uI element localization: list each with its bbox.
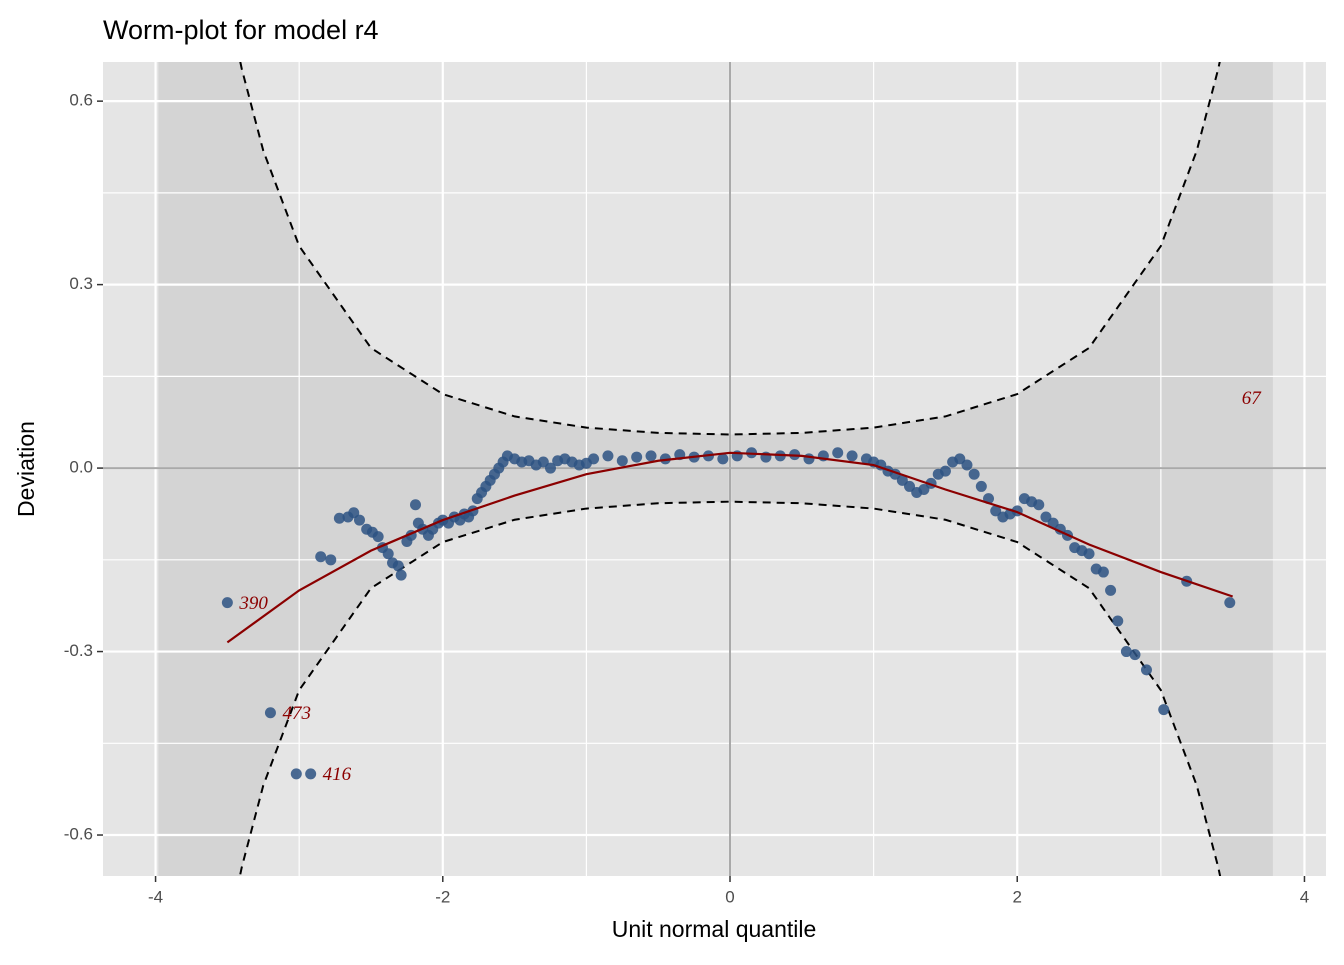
point-label: 390: [238, 593, 268, 614]
data-point: [631, 451, 643, 463]
data-point: [372, 531, 384, 543]
data-point: [305, 768, 317, 780]
data-point: [645, 450, 657, 462]
data-point: [588, 453, 600, 465]
data-point: [616, 455, 628, 467]
data-point: [846, 450, 858, 462]
x-axis-label: Unit normal quantile: [612, 916, 817, 942]
data-point: [1129, 649, 1141, 661]
x-tick-label: 2: [1012, 887, 1021, 906]
x-tick-label: -2: [435, 887, 450, 906]
y-tick-label: -0.6: [64, 825, 93, 844]
data-point: [1158, 704, 1170, 716]
data-point: [602, 450, 614, 462]
data-point: [325, 554, 337, 566]
data-point: [904, 480, 916, 492]
data-point: [537, 456, 549, 468]
y-tick-label: 0.0: [69, 458, 93, 477]
upper-band: [239, 62, 1221, 436]
y-tick-label: 0.3: [69, 274, 93, 293]
x-tick-label: 4: [1300, 887, 1309, 906]
point-label: 67: [1242, 388, 1263, 409]
data-point: [896, 474, 908, 486]
y-tick-label: -0.3: [64, 641, 93, 660]
data-point: [961, 459, 973, 471]
data-point: [392, 560, 404, 572]
data-point: [1097, 566, 1109, 578]
data-point: [1105, 584, 1117, 596]
data-point: [1033, 499, 1045, 511]
data-point: [544, 462, 556, 474]
data-point: [1112, 615, 1124, 627]
data-point: [1120, 646, 1132, 658]
plot-area: [103, 62, 1326, 876]
x-tick-label: 0: [725, 887, 734, 906]
fitted-curve: [226, 451, 1234, 644]
data-point: [333, 512, 345, 524]
data-point: [315, 551, 327, 563]
lower-band: [238, 500, 1222, 876]
y-axis-label: Deviation: [13, 421, 39, 517]
y-tick-label: 0.6: [69, 91, 93, 110]
data-point: [1224, 597, 1236, 609]
data-point: [717, 453, 729, 465]
data-point: [409, 499, 421, 511]
data-point: [990, 505, 1002, 517]
data-point: [803, 453, 815, 465]
data-point: [264, 707, 276, 719]
data-point: [1047, 517, 1059, 529]
data-point: [939, 465, 951, 477]
data-point: [954, 453, 966, 465]
data-point: [395, 569, 407, 581]
data-point: [221, 597, 233, 609]
data-point: [353, 514, 365, 526]
data-point: [832, 447, 844, 459]
data-point: [1140, 664, 1152, 676]
data-point: [918, 483, 930, 495]
point-label: 473: [282, 703, 311, 724]
data-point: [975, 480, 987, 492]
chart-title: Worm-plot for model r4: [103, 15, 379, 45]
data-point: [290, 768, 302, 780]
x-tick-label: -4: [148, 887, 163, 906]
data-point: [1083, 548, 1095, 560]
data-point: [382, 548, 394, 560]
data-point: [968, 468, 980, 480]
data-point: [1040, 511, 1052, 523]
point-label: 416: [323, 764, 352, 785]
